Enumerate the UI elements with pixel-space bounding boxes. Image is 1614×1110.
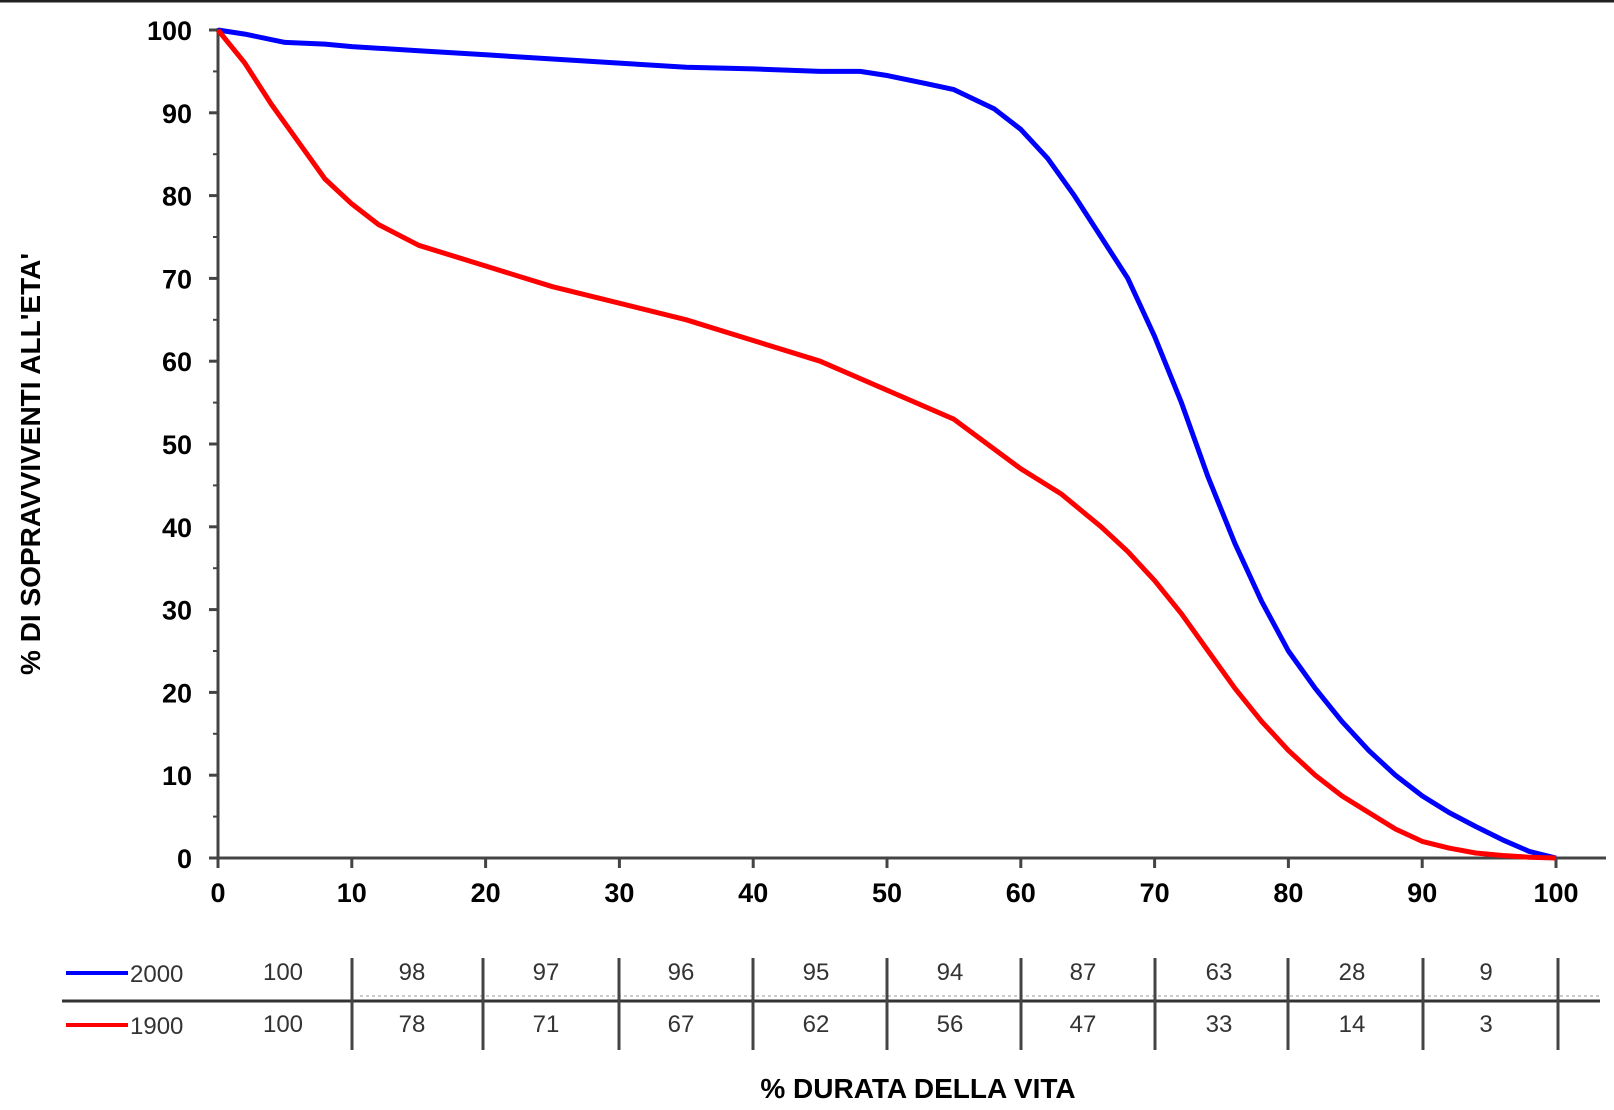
x-axis-title: % DURATA DELLA VITA	[760, 1073, 1075, 1104]
x-tick-label-50: 50	[872, 878, 902, 908]
table-cell: 28	[1339, 959, 1366, 986]
table-cell: 3	[1479, 1011, 1492, 1038]
x-tick-label-90: 90	[1407, 878, 1437, 908]
table-cell: 96	[668, 959, 695, 986]
legend-label-1900: 1900	[130, 1013, 183, 1040]
series-line-2000	[217, 27, 1557, 861]
y-tick-label-80: 80	[162, 182, 192, 212]
table-cell: 71	[533, 1011, 560, 1038]
table-cell: 95	[803, 959, 830, 986]
y-axis-title: % DI SOPRAVVIVENTI ALL'ETA'	[15, 253, 46, 675]
table-cell: 9	[1479, 959, 1492, 986]
y-tick-label-60: 60	[162, 347, 192, 377]
table-cell: 63	[1206, 959, 1233, 986]
x-tick-label-70: 70	[1140, 878, 1170, 908]
y-tick-label-100: 100	[147, 16, 192, 46]
x-tick-label-0: 0	[210, 878, 225, 908]
y-tick-label-90: 90	[162, 99, 192, 129]
table-cell: 14	[1339, 1011, 1366, 1038]
table-cell: 87	[1070, 959, 1097, 986]
table-cell: 78	[399, 1011, 426, 1038]
y-tick-label-40: 40	[162, 513, 192, 543]
x-tick-label-30: 30	[604, 878, 634, 908]
y-tick-label-70: 70	[162, 264, 192, 294]
y-tick-label-20: 20	[162, 678, 192, 708]
table-cell: 62	[803, 1011, 830, 1038]
table-cell: 47	[1070, 1011, 1097, 1038]
table-cell: 97	[533, 959, 560, 986]
series-line-1900	[216, 28, 1557, 861]
y-tick-label-30: 30	[162, 596, 192, 626]
table-cell: 67	[668, 1011, 695, 1038]
table-cell: 56	[937, 1011, 964, 1038]
x-tick-label-60: 60	[1006, 878, 1036, 908]
y-tick-label-50: 50	[162, 430, 192, 460]
x-tick-label-10: 10	[337, 878, 367, 908]
x-tick-label-100: 100	[1533, 878, 1578, 908]
x-tick-label-20: 20	[471, 878, 501, 908]
table-cell: 100	[263, 959, 303, 986]
y-tick-label-0: 0	[177, 844, 192, 874]
table-cell: 33	[1206, 1011, 1233, 1038]
legend-label-2000: 2000	[130, 961, 183, 988]
table-cell: 94	[937, 959, 964, 986]
x-tick-label-40: 40	[738, 878, 768, 908]
table-cell: 98	[399, 959, 426, 986]
x-tick-label-80: 80	[1273, 878, 1303, 908]
table-cell: 100	[263, 1011, 303, 1038]
y-tick-label-10: 10	[162, 761, 192, 791]
